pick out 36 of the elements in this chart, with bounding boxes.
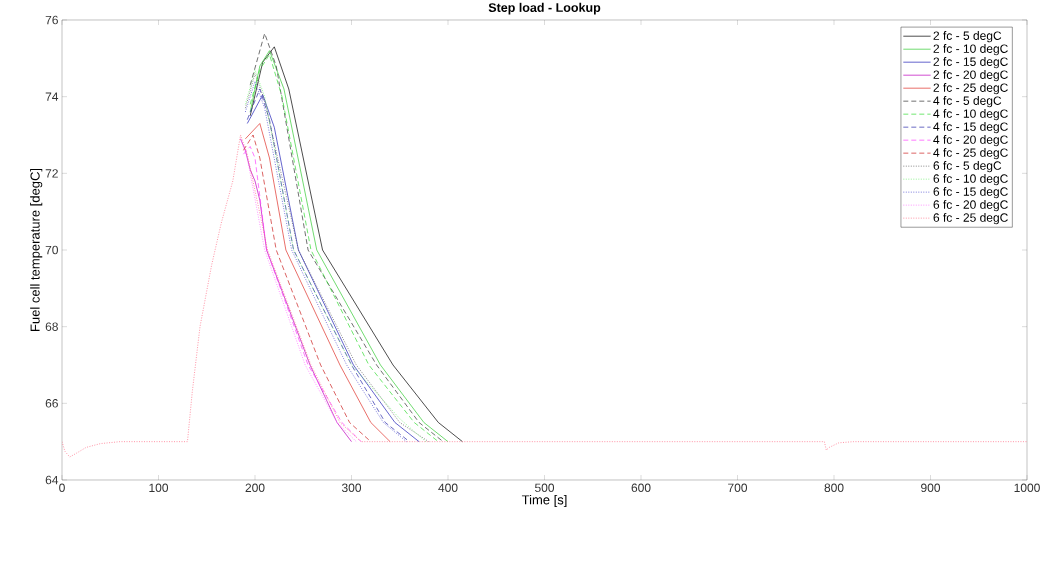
legend-label: 2 fc - 20 degC xyxy=(933,70,1008,82)
x-tick-label: 300 xyxy=(341,483,362,493)
x-tick-label: 900 xyxy=(921,483,941,493)
x-tick-label: 1000 xyxy=(1014,483,1040,493)
legend-label: 4 fc - 20 degC xyxy=(933,135,1008,147)
x-tick-label: 600 xyxy=(631,483,651,493)
x-tick-label: 400 xyxy=(438,483,458,493)
y-tick-label: 72 xyxy=(45,169,58,178)
y-tick-label: 64 xyxy=(45,475,59,485)
x-tick-label: 800 xyxy=(824,483,844,493)
y-tick-label: 66 xyxy=(45,399,58,408)
legend-label: 6 fc - 5 degC xyxy=(933,161,1002,173)
x-tick-label: 200 xyxy=(245,483,265,493)
legend-label: 2 fc - 5 degC xyxy=(933,31,1002,43)
legend-label: 4 fc - 5 degC xyxy=(933,96,1002,108)
legend-label: 6 fc - 15 degC xyxy=(933,187,1008,199)
legend-label: 6 fc - 10 degC xyxy=(933,174,1008,186)
x-tick-label: 0 xyxy=(59,483,65,493)
y-axis-title: Fuel cell temperature [degC] xyxy=(30,168,43,331)
legend-label: 2 fc - 15 degC xyxy=(933,57,1008,69)
legend-label: 4 fc - 25 degC xyxy=(933,148,1008,160)
y-tick-label: 70 xyxy=(45,245,58,255)
chart-title: Step load - Lookup xyxy=(488,2,601,15)
x-tick-label: 100 xyxy=(149,483,169,493)
legend-label: 6 fc - 25 degC xyxy=(933,213,1008,225)
y-tick-label: 68 xyxy=(45,322,58,331)
legend-label: 2 fc - 25 degC xyxy=(933,83,1008,95)
x-tick-label: 500 xyxy=(534,483,555,493)
x-axis-title: Time [s] xyxy=(521,494,567,508)
legend-label: 4 fc - 10 degC xyxy=(933,109,1008,121)
x-tick-label: 700 xyxy=(728,483,748,493)
legend-label: 4 fc - 15 degC xyxy=(933,122,1008,134)
y-tick-label: 74 xyxy=(45,92,59,101)
y-tick-label: 76 xyxy=(45,15,58,25)
legend-label: 2 fc - 10 degC xyxy=(933,44,1008,56)
legend-label: 6 fc - 20 degC xyxy=(933,200,1008,212)
